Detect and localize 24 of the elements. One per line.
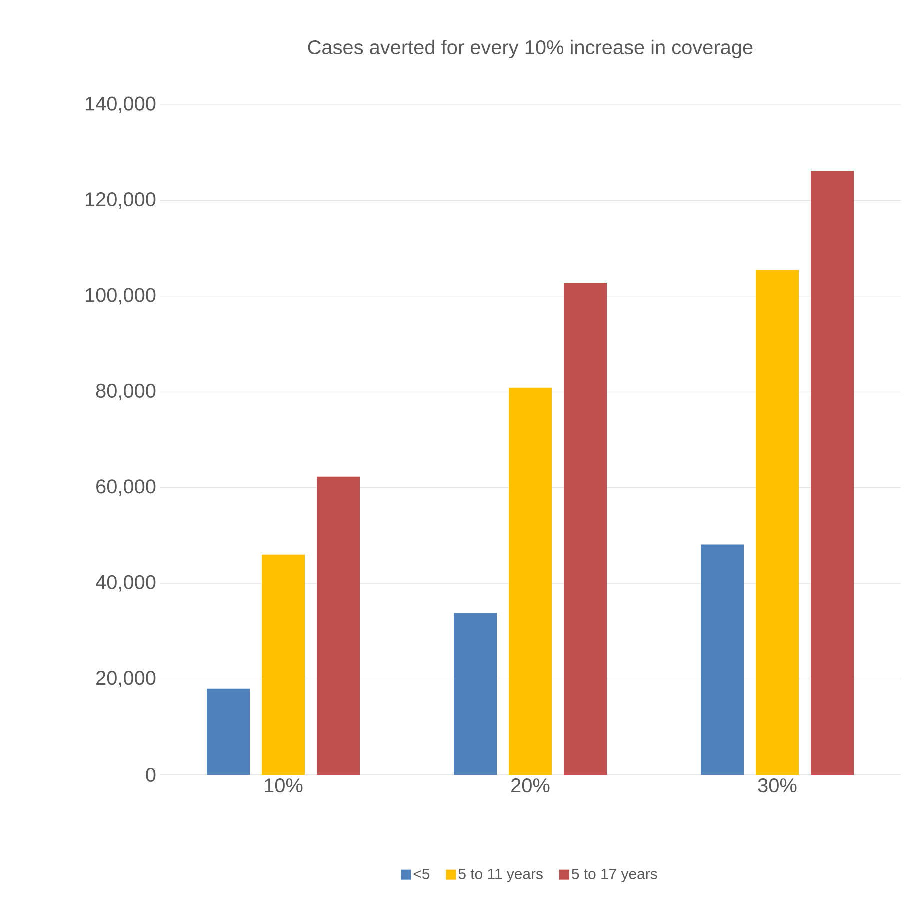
bar bbox=[262, 554, 305, 775]
y-tick-label: 40,000 bbox=[96, 575, 156, 592]
bar bbox=[811, 171, 854, 775]
bar bbox=[454, 613, 497, 775]
bar bbox=[756, 270, 800, 775]
y-tick-label: 60,000 bbox=[96, 480, 156, 496]
bar bbox=[509, 388, 552, 775]
legend-label: 5 to 17 years bbox=[572, 868, 658, 882]
y-tick-label: 140,000 bbox=[86, 96, 156, 114]
bar bbox=[317, 476, 360, 775]
legend-label: <5 bbox=[414, 868, 430, 880]
bar bbox=[564, 283, 608, 775]
bar bbox=[207, 688, 250, 775]
y-tick-label: 20,000 bbox=[96, 671, 156, 688]
legend-label: 5 to 11 years bbox=[458, 868, 543, 882]
y-tick-label: 100,000 bbox=[86, 288, 156, 305]
bar bbox=[701, 544, 744, 775]
y-tick-label: 120,000 bbox=[86, 192, 156, 209]
y-tick-label: 0 bbox=[146, 768, 156, 782]
chart-title: Cases averted for every 10% increase in coverage bbox=[308, 40, 753, 58]
x-tick-label: 20% bbox=[512, 778, 550, 793]
y-tick-label: 80,000 bbox=[96, 384, 156, 400]
x-tick-label: 10% bbox=[265, 778, 303, 793]
x-tick-label: 30% bbox=[758, 778, 797, 793]
